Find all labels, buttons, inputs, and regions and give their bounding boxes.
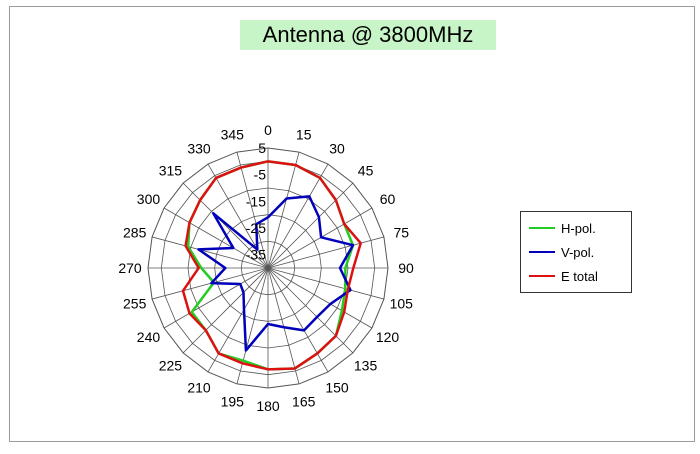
grid-spoke	[207, 267, 269, 373]
series-line-e-total	[181, 160, 362, 371]
legend-item-v-pol: V-pol.	[529, 242, 594, 262]
legend-item-h-pol: H-pol.	[529, 218, 596, 238]
grid-spoke	[151, 236, 269, 269]
grid-spoke	[267, 182, 354, 269]
angle-tick-label: 120	[376, 329, 400, 345]
grid-spoke	[267, 267, 354, 354]
angle-tick-label: 345	[221, 127, 245, 143]
grid-spoke	[267, 163, 329, 269]
angle-tick-label: 165	[292, 393, 316, 409]
legend-swatch-h-pol	[529, 227, 555, 229]
angle-tick-label: 90	[398, 260, 414, 276]
radial-tick-label: 5	[258, 140, 266, 156]
angle-tick-label: 15	[296, 127, 312, 143]
angle-tick-label: 255	[123, 296, 147, 312]
angle-tick-label: 210	[187, 380, 211, 396]
grid-spoke	[182, 182, 269, 269]
grid-spoke	[267, 267, 329, 373]
grid-spoke	[163, 207, 269, 269]
grid-spoke	[267, 207, 373, 269]
angle-tick-label: 45	[358, 162, 374, 178]
legend-swatch-v-pol	[529, 251, 555, 253]
angle-tick-label: 285	[123, 224, 147, 240]
angle-tick-label: 0	[264, 122, 272, 138]
grid-spoke	[207, 163, 269, 269]
grid-spoke	[267, 151, 300, 269]
angle-tick-label: 330	[187, 140, 211, 156]
angle-tick-label: 135	[354, 358, 378, 374]
legend: H-pol. V-pol. E total	[520, 211, 632, 293]
angle-tick-label: 75	[394, 224, 410, 240]
grid-spoke	[236, 267, 269, 385]
legend-label-e-total: E total	[561, 268, 598, 284]
radial-tick-label: -25	[246, 220, 266, 236]
series-line-v-pol	[197, 195, 355, 352]
legend-label-v-pol: V-pol.	[561, 244, 595, 260]
radial-tick-label: -5	[254, 167, 267, 183]
angle-tick-label: 300	[137, 191, 161, 207]
angle-tick-label: 150	[325, 380, 349, 396]
angle-tick-label: 315	[159, 162, 183, 178]
label-layer: 0 15 30 45 60 75 90 105 120 135 150 165 180 195 210225…	[118, 122, 414, 414]
angle-tick-label: 60	[380, 191, 396, 207]
radial-tick-label: -35	[246, 247, 266, 263]
angle-tick-label: 180	[256, 398, 280, 414]
series-layer	[181, 160, 362, 371]
legend-swatch-e-total	[529, 275, 555, 277]
legend-item-e-total: E total	[529, 266, 598, 286]
polar-grid	[147, 147, 389, 389]
chart-title: Antenna @ 3800MHz	[240, 20, 496, 50]
grid-spoke	[163, 267, 269, 329]
angle-tick-label: 270	[118, 260, 142, 276]
grid-spoke	[267, 267, 373, 329]
radial-tick-label: -15	[246, 193, 266, 209]
angle-tick-label: 225	[159, 358, 183, 374]
angle-tick-label: 240	[137, 329, 161, 345]
grid-spoke	[267, 236, 385, 269]
angle-tick-label: 105	[390, 296, 414, 312]
angle-tick-label: 195	[221, 393, 245, 409]
grid-spoke	[236, 151, 269, 269]
grid-spoke	[267, 267, 385, 300]
legend-label-h-pol: H-pol.	[561, 220, 596, 236]
grid-spoke	[182, 267, 269, 354]
angle-tick-label: 30	[329, 140, 345, 156]
grid-spoke	[151, 267, 269, 300]
